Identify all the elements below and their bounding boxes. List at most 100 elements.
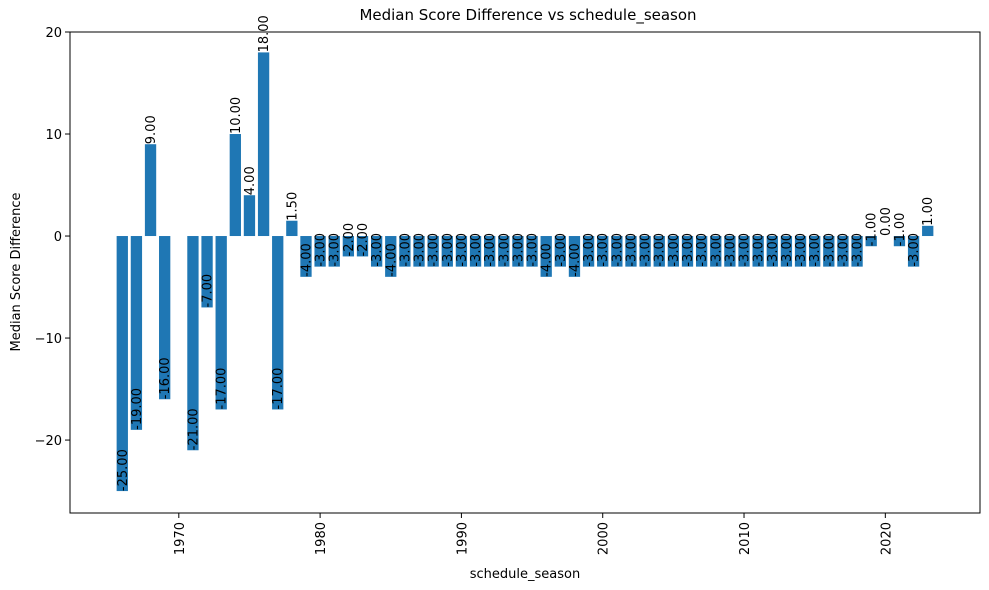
bar-label-2007: -3.00 xyxy=(695,233,710,267)
bar-2023 xyxy=(922,225,934,237)
bar-1969 xyxy=(159,236,171,400)
bar-label-2015: -3.00 xyxy=(808,233,823,267)
bar-1966 xyxy=(116,236,128,492)
bar-label-2008: -3.00 xyxy=(709,233,724,267)
bar-label-2005: -3.00 xyxy=(667,233,682,267)
bar-label-2019: -1.00 xyxy=(865,213,880,247)
bar-label-1993: -3.00 xyxy=(497,233,512,267)
bar-label-1973: -17.00 xyxy=(215,368,230,410)
bar-1977 xyxy=(272,236,284,410)
bar-1994 xyxy=(512,236,524,267)
y-axis-label: Median Score Difference xyxy=(9,193,24,352)
bar-1981 xyxy=(328,236,340,267)
bar-2001 xyxy=(611,236,623,267)
bar-label-1998: -4.00 xyxy=(568,243,583,277)
bar-label-2014: -3.00 xyxy=(794,233,809,267)
bar-label-1974: 10.00 xyxy=(229,97,244,134)
bar-1975 xyxy=(243,195,256,237)
y-tick-label-0: 0 xyxy=(54,230,62,245)
bar-1980 xyxy=(314,236,326,267)
bar-label-1966: -25.00 xyxy=(116,449,131,491)
bar-2005 xyxy=(667,236,680,267)
bar-2011 xyxy=(752,236,764,267)
chart-title: Median Score Difference vs schedule_seas… xyxy=(359,6,696,25)
bar-1988 xyxy=(427,236,439,267)
bar-1974 xyxy=(229,134,241,237)
bar-label-1988: -3.00 xyxy=(427,233,442,267)
bar-1995 xyxy=(526,236,538,267)
bar-1997 xyxy=(554,236,566,267)
y-tick-label--10: −10 xyxy=(35,332,62,347)
bar-1998 xyxy=(568,236,581,277)
y-tick-label-20: 20 xyxy=(45,26,62,41)
x-tick-label-1990: 1990 xyxy=(455,522,470,555)
bar-1992 xyxy=(484,236,496,267)
bar-label-1981: -3.00 xyxy=(328,233,343,267)
bar-label-1972: -7.00 xyxy=(201,274,216,308)
bar-label-1980: -3.00 xyxy=(314,233,329,267)
bar-2003 xyxy=(639,236,651,267)
y-tick-label-10: 10 xyxy=(45,128,62,143)
bar-2010 xyxy=(738,236,750,267)
bar-label-2012: -3.00 xyxy=(766,233,781,267)
bar-label-1997: -3.00 xyxy=(554,233,569,267)
bar-2018 xyxy=(851,236,863,267)
bar-1967 xyxy=(130,236,143,430)
bar-label-1967: -19.00 xyxy=(130,388,145,430)
bar-label-2009: -3.00 xyxy=(723,233,738,267)
bar-2004 xyxy=(653,236,665,267)
bar-label-2004: -3.00 xyxy=(653,233,668,267)
bar-1999 xyxy=(582,236,595,267)
bar-label-1982: -2.00 xyxy=(342,223,357,257)
bar-1990 xyxy=(455,236,468,267)
plot-frame xyxy=(69,31,981,514)
bar-label-2002: -3.00 xyxy=(624,233,639,267)
y-axis: −20 −10 0 10 20 xyxy=(35,26,70,449)
bar-label-1983: -2.00 xyxy=(356,223,371,257)
bar-2013 xyxy=(780,236,793,267)
bar-2007 xyxy=(695,236,708,267)
bar-2019 xyxy=(865,236,877,247)
bar-2008 xyxy=(710,236,722,267)
bar-1971 xyxy=(187,236,199,451)
bar-label-2011: -3.00 xyxy=(752,233,767,267)
bar-label-1978: 1.50 xyxy=(285,192,300,221)
bar-2014 xyxy=(794,236,807,267)
bar-label-1968: 9.00 xyxy=(144,115,159,144)
bar-2015 xyxy=(809,236,821,267)
bar-2016 xyxy=(823,236,835,267)
bar-label-1995: -3.00 xyxy=(526,233,541,267)
x-tick-label-1970: 1970 xyxy=(173,522,188,555)
bar-label-1984: -3.00 xyxy=(370,233,385,267)
bar-label-1971: -21.00 xyxy=(186,408,201,450)
bar-1972 xyxy=(201,236,213,308)
bar-2002 xyxy=(625,236,637,267)
bar-label-1979: -4.00 xyxy=(299,243,314,277)
bars-group xyxy=(116,52,934,492)
bar-label-2003: -3.00 xyxy=(639,233,654,267)
bar-2000 xyxy=(597,236,609,267)
x-tick-label-2010: 2010 xyxy=(738,522,753,555)
bar-1993 xyxy=(498,236,510,267)
bar-label-1987: -3.00 xyxy=(413,233,428,267)
x-tick-label-2020: 2020 xyxy=(879,522,894,555)
bar-label-2006: -3.00 xyxy=(681,233,696,267)
bar-label-2016: -3.00 xyxy=(822,233,837,267)
bar-label-1986: -3.00 xyxy=(398,233,413,267)
bar-label-1996: -4.00 xyxy=(540,243,555,277)
bar-label-1976: 18.00 xyxy=(257,15,272,52)
bar-1987 xyxy=(413,236,425,267)
x-tick-label-1980: 1980 xyxy=(314,522,329,555)
bar-label-1977: -17.00 xyxy=(271,368,286,410)
bar-label-2023: 1.00 xyxy=(921,197,936,226)
bar-label-2022: -3.00 xyxy=(907,233,922,267)
bar-2006 xyxy=(681,236,694,267)
bar-label-2020: 0.00 xyxy=(879,207,894,236)
bar-2021 xyxy=(893,236,906,247)
bar-label-1990: -3.00 xyxy=(455,233,470,267)
bar-1968 xyxy=(144,144,157,237)
bar-label-2017: -3.00 xyxy=(836,233,851,267)
bar-label-1989: -3.00 xyxy=(441,233,456,267)
x-axis: 1970 1980 1990 2000 2010 2020 xyxy=(173,513,894,555)
